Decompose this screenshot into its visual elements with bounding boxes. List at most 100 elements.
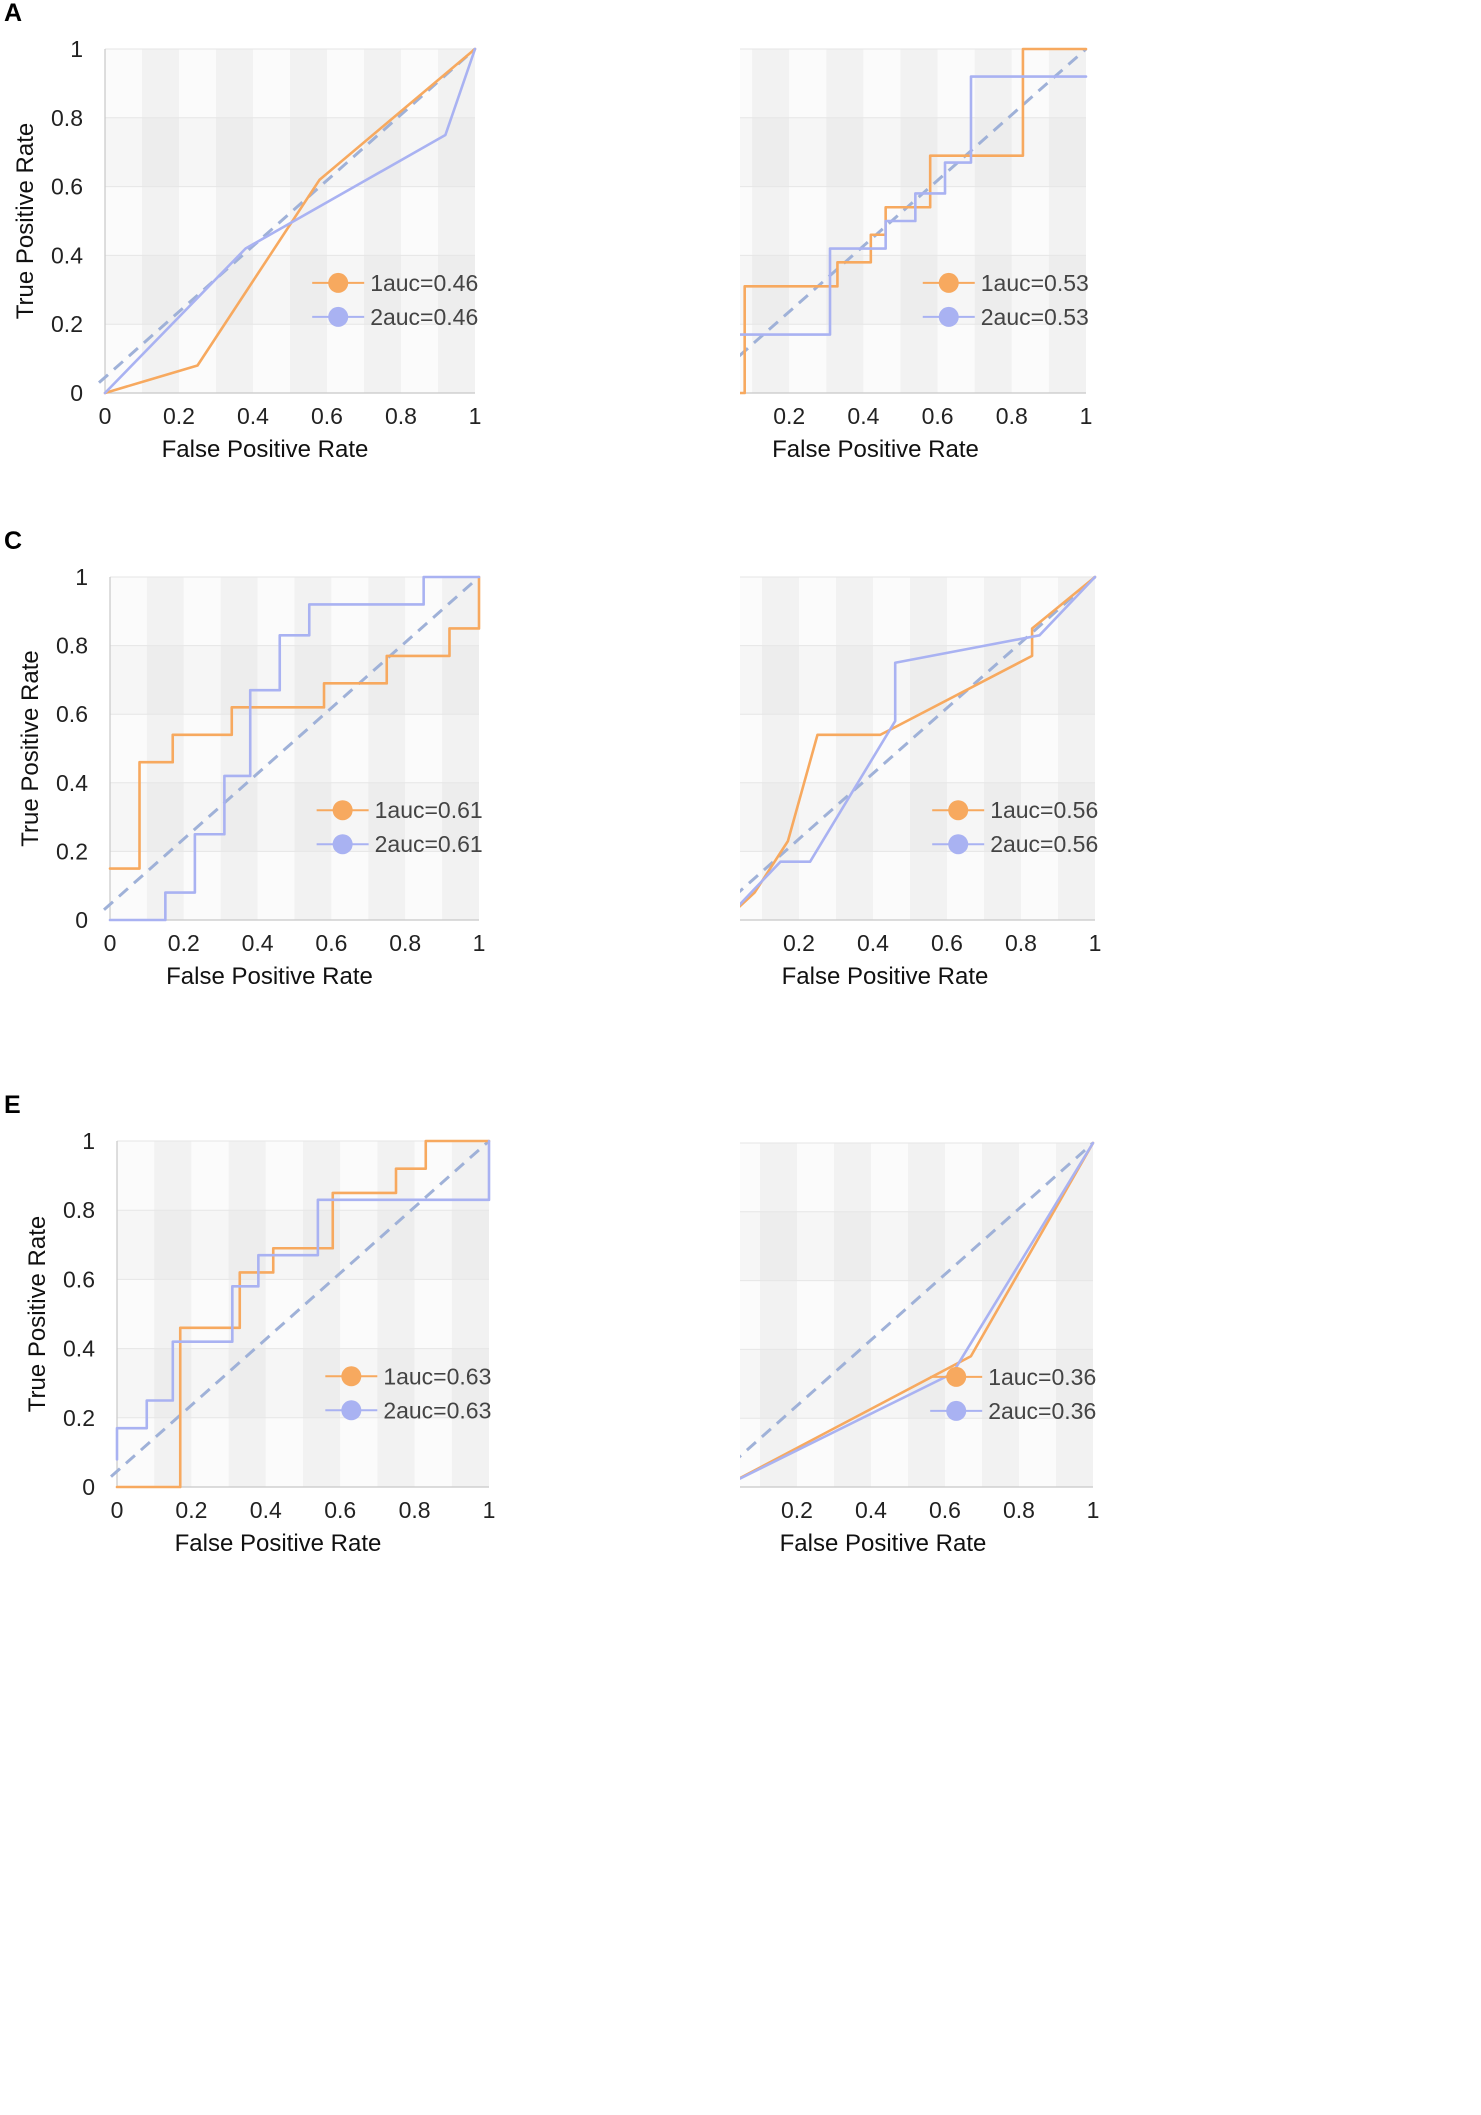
background-band [1056,1143,1093,1487]
legend: 1auc=0.36 2auc=0.36 [930,1364,1096,1424]
legend-marker [948,834,969,855]
x-tick-label: 0 [104,930,117,956]
background-band [760,1143,797,1487]
y-axis-title: True Positive Rate [24,1216,51,1413]
background-band [826,49,864,393]
x-tick-label: 1 [1089,930,1102,956]
x-tick-label: 0.8 [1003,1497,1035,1523]
legend-label: 2auc=0.36 [988,1398,1096,1424]
panel-letter: C [4,527,22,555]
background-band [331,577,369,920]
roc-panel-a: 0 0.2 0.4 0.6 0.8 1 0 0.2 0.4 0.6 0.8 1 False Positi… [4,0,481,463]
background-band [265,1141,303,1487]
y-tick-label: 0.8 [63,1197,95,1223]
x-tick-label: 0.8 [389,930,421,956]
legend-label: 1auc=0.61 [375,797,483,823]
background-band [368,577,406,920]
plot-background [740,577,1095,920]
background-band [984,577,1021,920]
background-band [154,1141,192,1487]
x-tick-label: 0 [99,403,112,429]
legend-label: 2auc=0.56 [990,831,1098,857]
background-band [220,577,258,920]
background-band [740,49,753,393]
roc-curve-series-2 [108,575,481,922]
background-band [1058,577,1095,920]
diagonal-reference-line [110,1139,490,1478]
x-tick-label: 1 [483,1497,496,1523]
x-tick-label: 0.4 [847,403,879,429]
roc-panel-e: 0 0.2 0.4 0.6 0.8 1 0 0.2 0.4 0.6 0.8 1 False Positi… [4,1091,496,1557]
x-tick-label: 0.2 [781,1497,813,1523]
panel-letter: E [4,1091,21,1119]
background-band [1048,49,1086,393]
legend-marker [332,800,353,821]
grid [740,576,1095,921]
x-tick-label: 1 [1087,1497,1100,1523]
x-tick-label: 0.4 [250,1497,282,1523]
panel-letter: A [4,0,22,27]
background-band [414,1141,452,1487]
plot-background [105,49,475,393]
x-tick-label: 0.6 [931,930,963,956]
background-band [740,577,762,920]
background-band [1011,49,1049,393]
diagonal-reference-line [740,47,1087,358]
roc-panel-c: 0 0.2 0.4 0.6 0.8 1 0 0.2 0.4 0.6 0.8 1 False Positi… [4,527,485,990]
background-band [146,577,184,920]
background-band [799,577,836,920]
x-tick-label: 0.6 [315,930,347,956]
roc-curve-series-1 [108,575,481,870]
legend-marker [946,1366,967,1387]
x-tick-label: 1 [1080,403,1093,429]
diagonal-reference-line [103,575,480,911]
roc-curve-series-2 [740,75,1088,336]
background-band [834,1143,871,1487]
diagonal-reference-line [98,47,476,384]
y-tick-label: 0 [70,380,83,406]
x-tick-label: 0.4 [855,1497,887,1523]
background-band [105,118,475,187]
background-band [216,49,253,393]
legend-marker [948,800,969,821]
roc-curve-series-2 [740,575,1097,907]
legend: 1auc=0.53 2auc=0.53 [922,270,1089,330]
roc-curve-series-2 [103,47,477,395]
y-tick-label: 1 [70,36,83,62]
y-tick-label: 0.8 [51,105,83,131]
legend-marker [341,1366,362,1387]
diagonal-reference-line [740,575,1096,894]
x-tick-label: 0.6 [311,403,343,429]
y-tick-label: 0 [75,907,88,933]
roc-curve-series-1 [115,1139,491,1489]
x-tick-label: 0.2 [773,403,805,429]
roc-curve-series-1 [740,1141,1095,1480]
background-band [947,577,984,920]
background-band [117,1210,489,1279]
y-tick-label: 1 [82,1128,95,1154]
roc-curve-series-2 [115,1139,491,1461]
y-tick-label: 0.4 [56,770,88,796]
y-tick-label: 0.6 [51,174,83,200]
x-tick-label: 0.2 [783,930,815,956]
legend-marker [332,834,353,855]
background-band [179,49,216,393]
y-tick-label: 0.2 [63,1405,95,1431]
x-axis-title: False Positive Rate [166,963,373,990]
x-axis-title: False Positive Rate [782,963,989,990]
x-tick-label: 0.4 [237,403,269,429]
y-tick-label: 0.8 [56,633,88,659]
legend-label: 1auc=0.53 [981,270,1089,296]
background-band [1019,1143,1056,1487]
legend-marker [341,1400,362,1421]
background-band [364,49,401,393]
legend-marker [938,306,959,327]
background-band [871,1143,908,1487]
x-axis-title: False Positive Rate [772,436,979,463]
background-band [327,49,364,393]
background-band [191,1141,229,1487]
x-tick-label: 0.6 [922,403,954,429]
legend: 1auc=0.56 2auc=0.56 [932,797,1098,857]
